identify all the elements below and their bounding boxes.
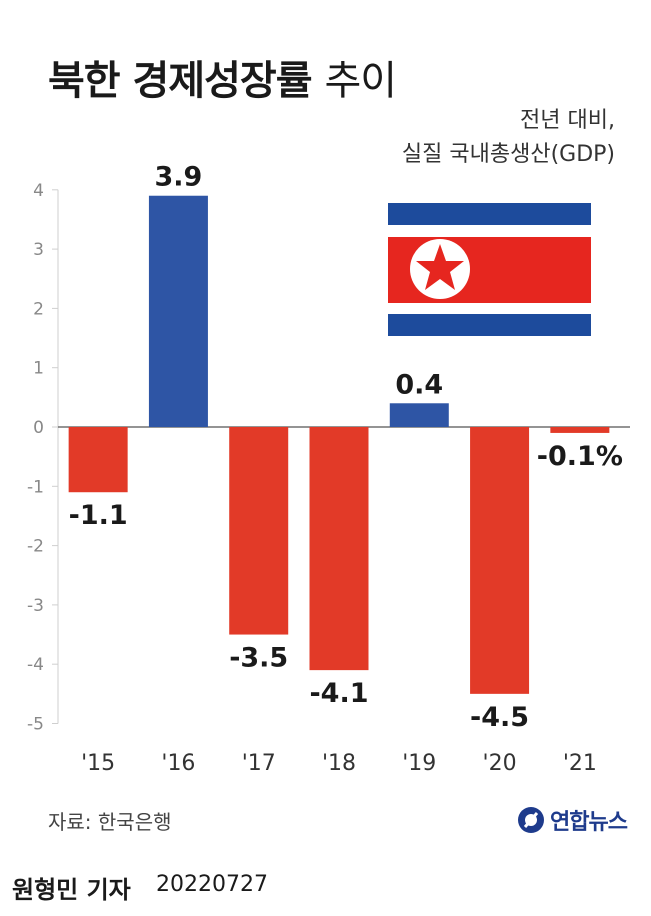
y-tick-label: -5 [27,715,44,735]
yonhap-logo-icon [518,807,545,833]
value-label: -3.5 [229,643,288,674]
bar-20 [470,427,530,694]
credit-bar [0,856,651,916]
x-tick-label: '19 [402,751,436,776]
north-korea-flag-icon [388,203,591,336]
title-light: 추이 [324,58,397,104]
value-label: -4.1 [309,678,368,709]
y-tick-label: -4 [27,655,44,675]
bar-16 [148,195,208,427]
y-tick-label: 0 [33,418,44,438]
logo-text: 연합뉴스 [550,810,628,835]
value-label: -1.1 [69,500,128,531]
x-tick-label: '18 [322,751,356,776]
x-tick-label: '17 [242,751,276,776]
y-tick-label: -2 [27,537,44,557]
bar-17 [229,427,289,635]
y-tick-label: 3 [33,240,44,260]
chart-subtitle: 전년 대비, 실질 국내총생산(GDP) [402,104,615,172]
bar-18 [309,427,369,671]
x-tick-label: '15 [81,751,115,776]
value-labels: -1.1 3.9 -3.5 -4.1 0.4 -4.5 -0.1% [69,162,623,733]
y-tick-label: 2 [33,299,44,319]
y-tick-label: -3 [27,596,44,616]
title-bold: 북한 경제성장률 [48,58,313,104]
subtitle-line-2: 실질 국내총생산(GDP) [401,142,615,167]
y-tick-label: 1 [33,359,44,379]
source-note: 자료: 한국은행 [48,810,172,834]
value-label: -0.1% [537,441,623,472]
x-tick-label: '20 [483,751,517,776]
reporter-name: 원형민 기자 [12,876,131,904]
y-tick-label: -1 [27,477,44,497]
bar-chart: 4 3 2 1 0 -1 -2 -3 -4 -5 -1.1 3.9 -3.5 -4.1 0.4 -4.5 -0… [27,162,630,776]
value-label: -4.5 [470,702,529,733]
publish-date: 20220727 [156,872,268,897]
yonhap-logo: 연합뉴스 [516,804,628,836]
x-axis-labels: '15 '16 '17 '18 '19 '20 '21 [81,751,597,776]
value-label: 3.9 [155,162,203,193]
bar-19 [389,403,449,427]
y-tick-label: 4 [33,181,44,201]
x-tick-label: '16 [161,751,195,776]
bar-21 [550,427,610,433]
subtitle-line-1: 전년 대비, [520,108,615,133]
bar-15 [68,427,128,493]
chart-title: 북한 경제성장률 추이 [48,48,397,106]
bars [68,195,610,694]
value-label: 0.4 [395,369,443,400]
x-tick-label: '21 [563,751,597,776]
